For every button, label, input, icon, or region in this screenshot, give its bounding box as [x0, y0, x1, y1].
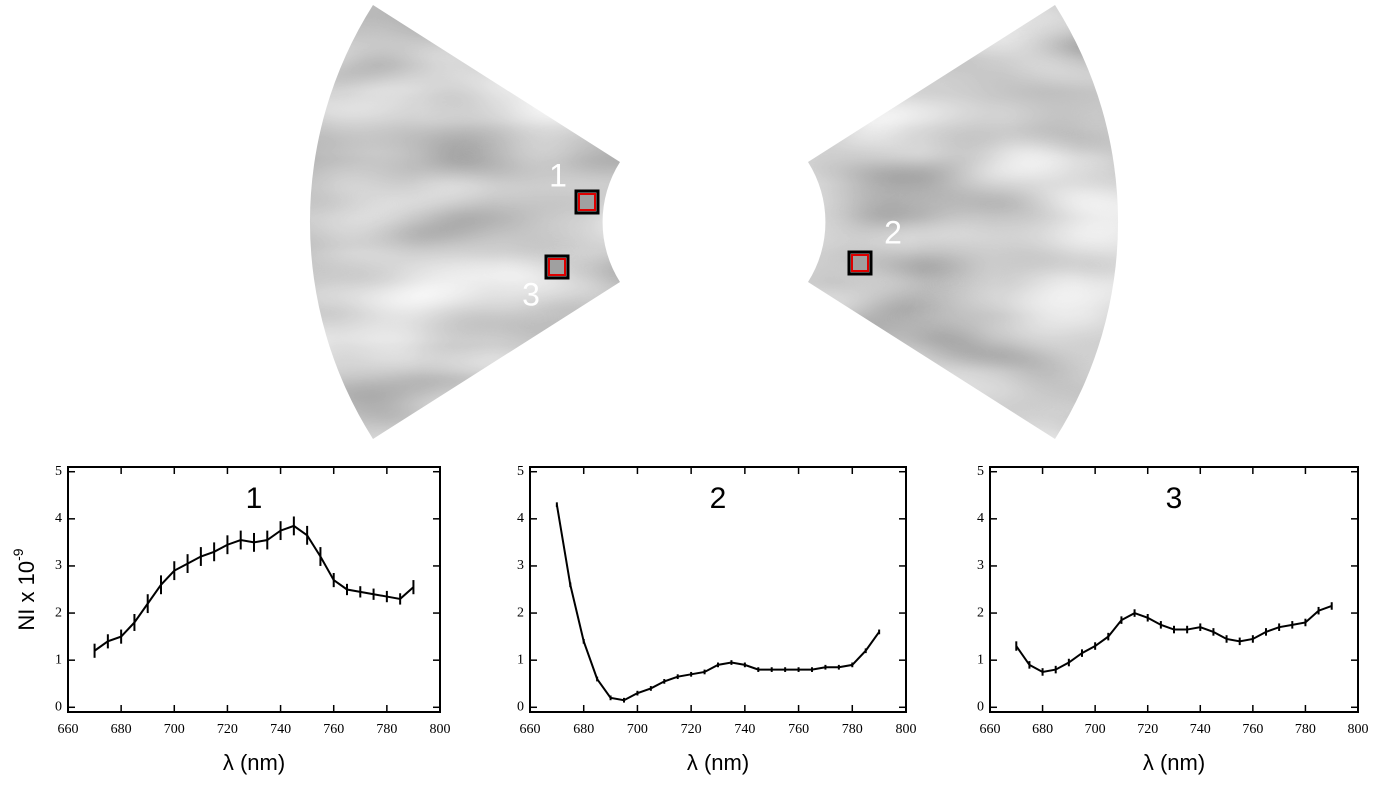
plot-frame [529, 466, 907, 713]
x-tick-label: 780 [842, 722, 863, 737]
x-axis-label: λ (nm) [1143, 750, 1205, 775]
x-tick-label: 700 [164, 722, 185, 737]
y-tick-label: 0 [977, 700, 984, 715]
x-tick-label: 660 [520, 722, 541, 737]
y-tick-label: 3 [977, 558, 984, 573]
x-tick-label: 680 [573, 722, 594, 737]
region-label: 3 [522, 276, 540, 312]
x-tick-label: 700 [1085, 722, 1106, 737]
y-tick-label: 4 [517, 511, 524, 526]
y-tick-label: 1 [517, 652, 524, 667]
x-tick-label: 740 [270, 722, 291, 737]
y-axis-label-base: NI x 10 [14, 561, 39, 631]
fan-texture [309, 5, 1119, 439]
x-tick-label: 780 [376, 722, 397, 737]
x-tick-label: 800 [1348, 722, 1369, 737]
x-tick-label: 800 [430, 722, 451, 737]
region-box-inner [548, 258, 566, 276]
plot-frame [989, 466, 1359, 713]
x-tick-label: 660 [58, 722, 79, 737]
x-tick-label: 760 [323, 722, 344, 737]
chart: 660 680 700 720 740 760 780 800 0 1 2 3 4 5 3 λ (nm) [977, 464, 1369, 775]
chart-title: 1 [246, 482, 263, 515]
y-tick-label: 2 [977, 605, 984, 620]
y-tick-label: 1 [55, 652, 62, 667]
plot-frame [67, 466, 441, 713]
y-tick-label: 5 [977, 464, 984, 479]
region-label: 1 [549, 157, 567, 193]
y-tick-label: 3 [517, 558, 524, 573]
x-tick-label: 680 [111, 722, 132, 737]
y-tick-label: 1 [977, 652, 984, 667]
region-box [544, 254, 570, 280]
y-tick-label: 2 [55, 605, 62, 620]
region-box [847, 250, 873, 276]
y-axis-label: NI x 10-9 [10, 548, 39, 630]
region-label: 2 [884, 214, 902, 250]
y-tick-label: 4 [977, 511, 984, 526]
y-tick-label: 3 [55, 558, 62, 573]
x-tick-label: 720 [681, 722, 702, 737]
region-markers: 1 2 3 [522, 157, 902, 312]
x-tick-label: 760 [1242, 722, 1263, 737]
x-tick-label: 740 [734, 722, 755, 737]
y-tick-label: 5 [517, 464, 524, 479]
chart: 660 680 700 720 740 760 780 800 0 1 2 3 4 5 2 λ (nm) [517, 464, 917, 775]
y-tick-label: 0 [55, 700, 62, 715]
y-tick-label: 4 [55, 511, 62, 526]
x-axis-label: λ (nm) [687, 750, 749, 775]
x-tick-label: 780 [1295, 722, 1316, 737]
x-tick-label: 720 [1137, 722, 1158, 737]
y-axis-label-exponent: -9 [10, 548, 26, 561]
x-tick-label: 740 [1190, 722, 1211, 737]
y-tick-label: 5 [55, 464, 62, 479]
y-tick-label: 2 [517, 605, 524, 620]
x-tick-label: 760 [788, 722, 809, 737]
region-box [574, 189, 600, 215]
x-axis-label: λ (nm) [223, 750, 285, 775]
chart: 660 680 700 720 740 760 780 800 0 1 2 3 4 5 1 λ (nm) NI … [10, 464, 451, 775]
data-line [1015, 605, 1333, 673]
region-box-inner [578, 193, 596, 211]
x-tick-label: 700 [627, 722, 648, 737]
data-line [555, 504, 880, 702]
chart-title: 2 [710, 482, 727, 515]
chart-title: 3 [1166, 482, 1183, 515]
region-box-inner [851, 254, 869, 272]
fan-image [309, 5, 1119, 439]
x-tick-label: 680 [1032, 722, 1053, 737]
x-tick-label: 800 [896, 722, 917, 737]
x-tick-label: 660 [980, 722, 1001, 737]
y-tick-label: 0 [517, 700, 524, 715]
x-tick-label: 720 [217, 722, 238, 737]
